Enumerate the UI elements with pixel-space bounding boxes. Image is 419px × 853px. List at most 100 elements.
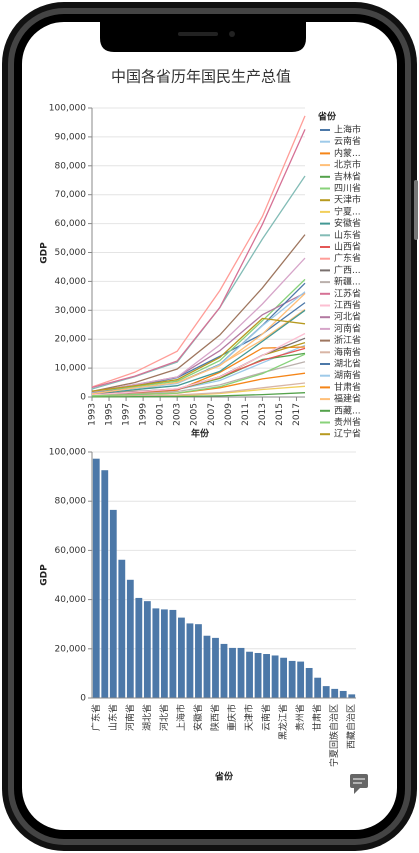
x-tick-label: 2017 (292, 403, 302, 426)
y-tick-label: 100,000 (49, 104, 86, 114)
bar (297, 661, 305, 698)
x-tick-label: 宁夏回族自治区 (328, 704, 340, 767)
legend-label: 湖北省 (334, 358, 361, 370)
bar (126, 579, 134, 698)
legend-label: 安徽省 (334, 217, 361, 229)
bar (160, 609, 168, 698)
legend-label: 西藏... (334, 404, 361, 416)
bar (135, 597, 143, 698)
x-tick-label: 河北省 (158, 704, 170, 731)
legend-label: 湖南省 (334, 369, 361, 381)
legend-label: 辽宁省 (334, 428, 361, 440)
legend-title: 省份 (317, 111, 337, 123)
bar (212, 637, 219, 698)
legend-label: 新疆... (334, 276, 361, 288)
x-tick-label: 1993 (88, 403, 98, 426)
x-axis-title: 年份 (191, 428, 210, 440)
legend-label: 吉林省 (334, 170, 361, 182)
chart-title: 中国各省历年国民生产总值 (111, 68, 291, 86)
x-tick-label: 2005 (190, 403, 200, 426)
series-line (91, 317, 306, 392)
bar (237, 647, 245, 698)
series-line (91, 392, 306, 398)
x-tick-label: 黑龙江省 (277, 704, 289, 740)
y-tick-label: 60,000 (55, 219, 87, 229)
bar (118, 559, 126, 698)
series-line (91, 257, 306, 393)
chat-bubble[interactable] (350, 774, 368, 788)
x-tick-label: 甘肃省 (311, 704, 323, 731)
legend-label: 宁夏... (334, 205, 361, 217)
x-tick-label: 河南省 (124, 704, 136, 731)
x-tick-label: 安徽省 (192, 704, 204, 731)
x-tick-label: 2015 (275, 403, 285, 426)
legend-label: 河南省 (334, 322, 361, 334)
side-button (414, 180, 418, 240)
x-tick-label: 1995 (105, 403, 115, 426)
y-tick-label: 10,000 (55, 364, 87, 374)
legend-label: 江西省 (334, 299, 361, 311)
legend-label: 天津市 (334, 194, 361, 206)
x-tick-label: 2003 (173, 403, 183, 426)
legend-label: 江苏省 (334, 287, 361, 299)
x-tick-label: 山东省 (107, 704, 119, 731)
bar (186, 623, 194, 698)
x-tick-label: 重庆市 (226, 704, 238, 731)
bar (220, 643, 228, 698)
chat-icon[interactable] (350, 774, 368, 794)
bar (280, 657, 288, 698)
bar (305, 667, 313, 698)
bar (169, 609, 177, 698)
y-tick-label: 80,000 (55, 497, 87, 507)
legend-label: 山西省 (334, 241, 361, 253)
y-tick-label: 90,000 (55, 132, 87, 142)
legend-label: 福建省 (334, 393, 361, 405)
series-line (91, 234, 306, 393)
x-tick-label: 湖北省 (141, 704, 153, 731)
bar (331, 688, 339, 698)
speaker (178, 32, 218, 36)
bar (348, 694, 356, 698)
series-line (91, 278, 306, 394)
y-tick-label: 40,000 (55, 277, 87, 287)
x-tick-label: 2007 (207, 403, 217, 426)
y-tick-label: 60,000 (55, 546, 87, 556)
bar (339, 690, 347, 698)
chat-tail[interactable] (354, 788, 360, 794)
y-axis-title: GDP (40, 564, 50, 586)
series-line (91, 332, 306, 396)
legend-label: 广西... (334, 264, 361, 276)
series-line (91, 353, 306, 397)
legend-label: 海南省 (334, 346, 361, 358)
bar (271, 655, 279, 698)
x-tick-label: 陕西省 (209, 704, 221, 731)
y-tick-label: 100,000 (49, 448, 86, 458)
series-line (91, 382, 306, 397)
camera (229, 31, 235, 37)
y-tick-label: 70,000 (55, 190, 87, 200)
legend-label: 北京市 (334, 159, 361, 171)
bar (246, 651, 253, 698)
x-tick-label: 2001 (156, 403, 166, 426)
bar (263, 654, 270, 698)
bar (143, 601, 151, 698)
bar (314, 677, 322, 698)
bar (229, 647, 236, 698)
bar (109, 509, 117, 698)
y-tick-label: 40,000 (55, 595, 87, 605)
y-tick-label: 80,000 (55, 161, 87, 171)
bar (178, 617, 185, 698)
series-line (91, 129, 306, 389)
bar (288, 660, 296, 698)
x-tick-label: 2009 (224, 403, 234, 426)
series-line (91, 115, 306, 388)
series-line (91, 309, 306, 395)
legend-label: 上海市 (334, 124, 361, 136)
bar (322, 686, 330, 698)
legend-label: 内蒙... (334, 147, 361, 159)
legend-label: 山东省 (334, 229, 361, 241)
legend-label: 贵州省 (334, 416, 361, 428)
y-tick-label: 30,000 (55, 306, 87, 316)
y-tick-label: 20,000 (55, 335, 87, 345)
